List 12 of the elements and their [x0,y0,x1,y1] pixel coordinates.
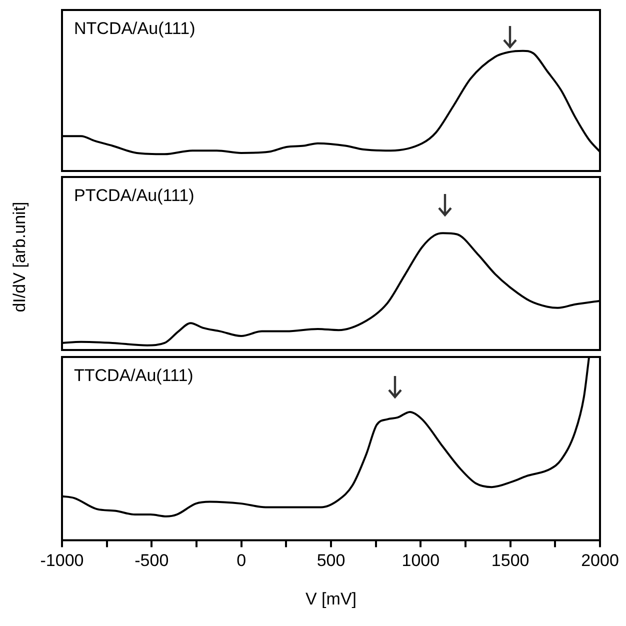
x-tick-label: 500 [316,551,346,570]
chart-title: NTCDA/Au(111) [74,19,196,39]
text: TTCDA/Au(111) [74,366,194,386]
x-tick-label: 1000 [402,551,440,570]
x-tick-label: -1000 [40,551,84,570]
x-tick-label: -500 [134,551,169,570]
x-tick-label: 1500 [491,551,530,570]
x-tick-label: 2000 [581,551,619,570]
y-axis-title: dI/dV [arb.unit] [10,202,30,312]
x-axis-title: V [mV] [305,589,357,608]
chart-title: PTCDA/Au(111) [74,186,194,206]
x-tick-label: 0 [236,551,246,570]
